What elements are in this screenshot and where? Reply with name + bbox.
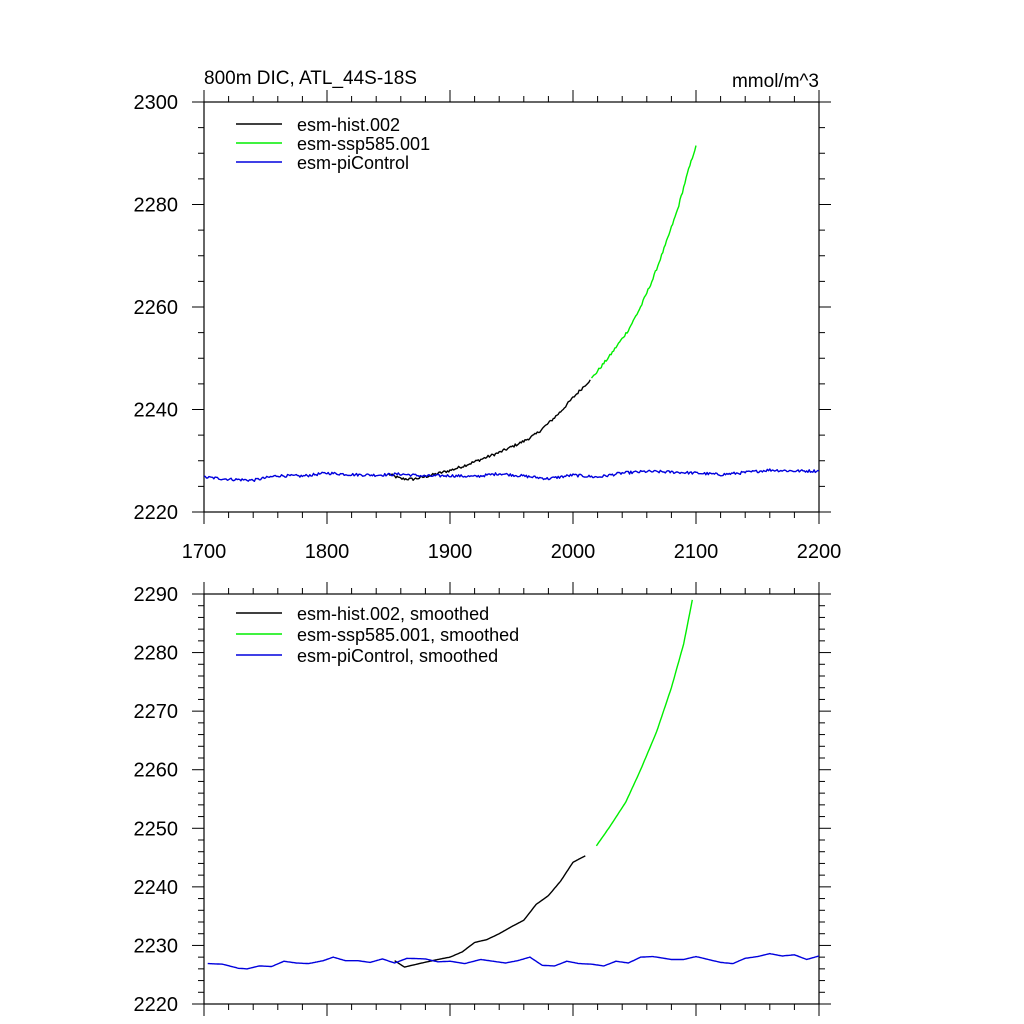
series-line-esm-hist-002-smoothed — [394, 855, 586, 968]
y-tick-label: 2220 — [134, 502, 179, 524]
y-tick-label: 2260 — [134, 760, 179, 782]
y-tick-label: 2230 — [134, 935, 179, 957]
x-tick-label: 1800 — [305, 541, 350, 563]
plot-frame — [203, 593, 820, 1005]
y-tick-label: 2280 — [134, 195, 179, 217]
y-tick-label: 2240 — [134, 877, 179, 899]
series-line-esm-hist-002 — [387, 379, 591, 481]
legend-label: esm-piControl, smoothed — [297, 646, 498, 666]
legend-label: esm-ssp585.001, smoothed — [297, 625, 519, 645]
y-tick-label: 2290 — [134, 584, 179, 606]
series-line-esm-ssp585-001-smoothed — [595, 599, 693, 847]
series-line-esm-picontrol — [203, 468, 820, 482]
x-tick-label: 2000 — [551, 541, 596, 563]
x-tick-label: 2200 — [797, 541, 842, 563]
bottom-panel: 2220 2230 2240 2250 2260 2270 2280 2290 esm-hist… — [134, 582, 831, 1016]
x-tick-label: 2100 — [674, 541, 719, 563]
series-line-esm-picontrol-smoothed — [207, 952, 820, 970]
y-tick-label: 2280 — [134, 643, 179, 665]
legend-label: esm-ssp585.001 — [297, 134, 430, 154]
y-tick-label: 2300 — [134, 92, 179, 114]
y-tick-label: 2270 — [134, 701, 179, 723]
legend-label: esm-hist.002, smoothed — [297, 604, 489, 624]
units-label: mmol/m^3 — [732, 71, 819, 92]
y-tick-label: 2250 — [134, 818, 179, 840]
y-tick-label: 2260 — [134, 297, 179, 319]
y-tick-label: 2240 — [134, 400, 179, 422]
top-panel: 1700 1800 1900 2000 2100 2200 2220 2240 2260 2280… — [134, 68, 842, 563]
series-line-esm-ssp585-001 — [590, 145, 697, 379]
x-tick-label: 1900 — [428, 541, 473, 563]
y-tick-label: 2220 — [134, 994, 179, 1016]
chart-title: 800m DIC, ATL_44S-18S — [204, 68, 417, 89]
legend-label: esm-piControl — [297, 153, 409, 173]
x-tick-label: 1700 — [182, 541, 227, 563]
legend-label: esm-hist.002 — [297, 115, 400, 135]
